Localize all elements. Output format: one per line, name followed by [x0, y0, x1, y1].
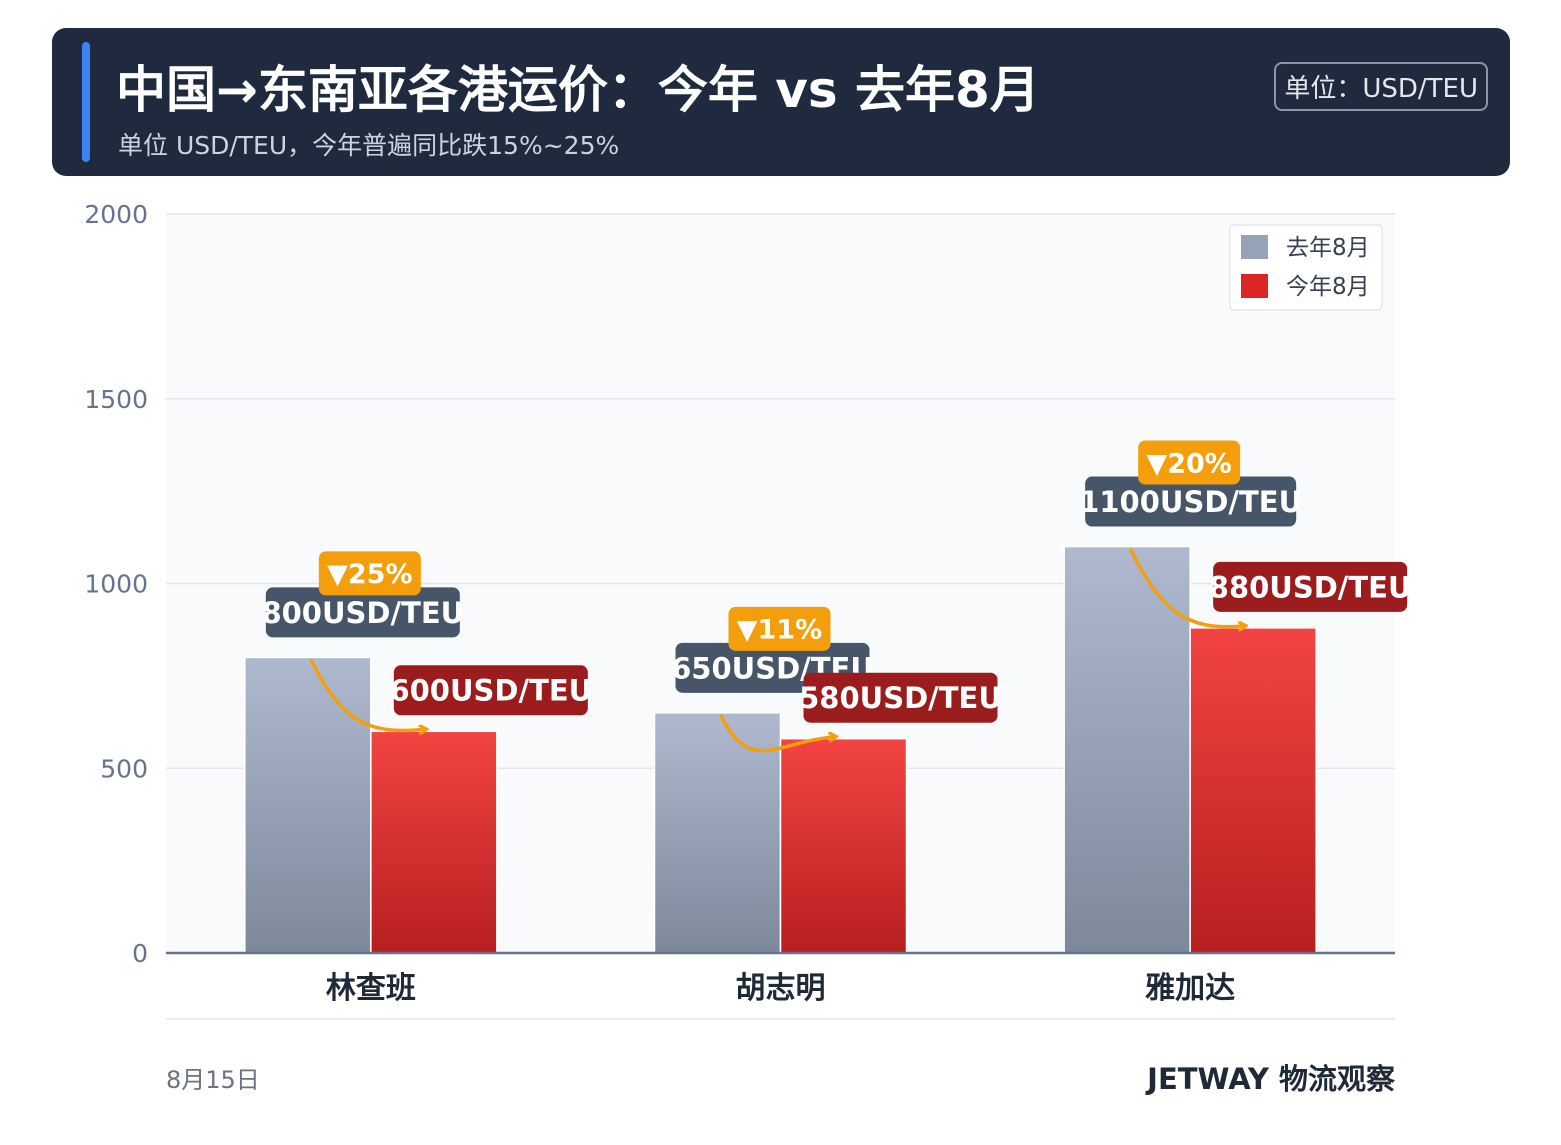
change-arrow — [309, 658, 425, 730]
change-badge-bg — [728, 606, 831, 651]
change-badge-text: ▼11% — [737, 615, 822, 646]
x-category-label: 雅加达 — [1145, 971, 1235, 1006]
this-year-value-label-bg — [393, 665, 588, 716]
last-year-value-label-text: 800USD/TEU — [261, 596, 464, 630]
x-category-label: 林查班 — [326, 971, 416, 1006]
last-year-value-label: 1100USD/TEU — [1079, 476, 1302, 527]
page-title: 中国→东南亚各港运价：今年 vs 去年8月 — [116, 61, 1040, 119]
y-tick-label: 0 — [132, 939, 148, 968]
y-tick-label: 2000 — [84, 200, 148, 229]
last-year-value-label-bg — [1085, 476, 1297, 527]
change-arrow — [718, 714, 835, 753]
unit-badge: 单位：USD/TEU — [1274, 62, 1488, 111]
y-tick-label: 500 — [100, 754, 148, 783]
change-arrow — [1128, 547, 1244, 627]
legend-label-last-year: 去年8月 — [1286, 235, 1370, 261]
this-year-value-label-text: 580USD/TEU — [799, 681, 1002, 715]
y-tick-label: 1000 — [84, 570, 148, 599]
last-year-value-label-text: 1100USD/TEU — [1079, 485, 1302, 519]
header-banner: 中国→东南亚各港运价：今年 vs 去年8月 单位 USD/TEU，今年普遍同比跌… — [52, 28, 1510, 176]
bar-last-year — [653, 712, 782, 954]
change-badge: ▼20% — [1138, 440, 1241, 485]
bar-this-year — [1189, 627, 1317, 954]
this-year-value-label: 580USD/TEU — [799, 672, 1002, 723]
change-badge: ▼11% — [728, 606, 831, 651]
x-category-label: 胡志明 — [736, 971, 826, 1006]
y-tick-label: 1500 — [84, 385, 148, 414]
bar-last-year — [1063, 545, 1191, 954]
change-badge: ▼25% — [318, 551, 421, 596]
legend-label-this-year: 今年8月 — [1286, 274, 1370, 300]
legend-swatch-this-year — [1241, 274, 1268, 298]
header-accent-bar — [82, 42, 90, 162]
bar-this-year — [779, 737, 908, 954]
bar-last-year — [244, 656, 372, 954]
change-badge-bg — [318, 551, 421, 596]
this-year-value-label-text: 880USD/TEU — [1209, 570, 1412, 604]
this-year-value-label-text: 600USD/TEU — [389, 674, 592, 708]
this-year-value-label: 880USD/TEU — [1209, 561, 1412, 612]
legend-swatch-last-year — [1241, 235, 1268, 259]
last-year-value-label: 800USD/TEU — [261, 587, 464, 638]
change-badge-text: ▼25% — [327, 559, 412, 590]
footer-brand: JETWAY 物流观察 — [1147, 1062, 1395, 1096]
this-year-value-label-bg — [1213, 561, 1408, 612]
footer-date: 8月15日 — [166, 1066, 260, 1094]
change-badge-text: ▼20% — [1146, 448, 1231, 479]
change-badge-bg — [1138, 440, 1241, 485]
bar-this-year — [370, 730, 498, 954]
last-year-value-label-bg — [265, 587, 460, 638]
page-subtitle: 单位 USD/TEU，今年普遍同比跌15%~25% — [118, 131, 620, 160]
this-year-value-label-bg — [803, 672, 998, 723]
this-year-value-label: 600USD/TEU — [389, 665, 592, 716]
last-year-value-label: 650USD/TEU — [671, 642, 874, 693]
